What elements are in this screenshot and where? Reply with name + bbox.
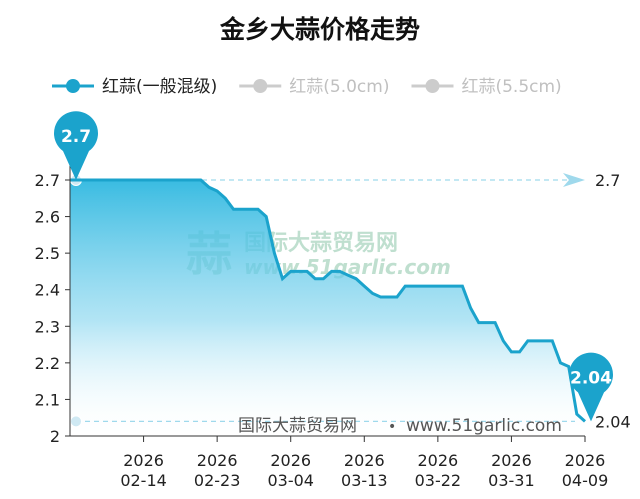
y-tick-label: 2.1 — [35, 390, 60, 409]
footer-site: 国际大蒜贸易网 — [238, 416, 357, 436]
y-tick-label: 2 — [50, 427, 60, 446]
legend: 红蒜(一般混级) 红蒜(5.0cm) 红蒜(5.5cm) — [52, 77, 562, 97]
footer: 国际大蒜贸易网 • www.51garlic.com — [238, 416, 562, 436]
legend-dot — [66, 79, 80, 93]
reference-label: 2.04 — [595, 412, 631, 431]
y-tick-label: 2.5 — [35, 244, 60, 263]
legend-label: 红蒜(5.0cm) — [289, 77, 389, 97]
x-tick-label-year: 2026 — [417, 451, 458, 470]
x-tick-label-date: 02-23 — [194, 471, 241, 490]
x-tick-label-year: 2026 — [123, 451, 164, 470]
max-marker: 2.7 — [54, 111, 98, 180]
legend-label: 红蒜(5.5cm) — [461, 77, 561, 97]
x-tick-label-year: 2026 — [344, 451, 385, 470]
x-tick-label-year: 2026 — [565, 451, 606, 470]
legend-item[interactable]: 红蒜(5.5cm) — [411, 77, 562, 97]
x-tick-label-date: 03-22 — [415, 471, 462, 490]
x-tick-label-date: 02-14 — [120, 471, 167, 490]
footer-separator: • — [388, 419, 396, 435]
reference-arrow — [563, 173, 585, 187]
legend-item[interactable]: 红蒜(5.0cm) — [239, 77, 389, 97]
chart-title: 金乡大蒜价格走势 — [219, 15, 420, 44]
y-tick-label: 2.2 — [35, 354, 60, 373]
x-tick-label-date: 03-31 — [488, 471, 535, 490]
y-tick-label: 2.3 — [35, 317, 60, 336]
marker-label: 2.7 — [61, 127, 91, 147]
axes: 22.12.22.32.42.52.62.7202602-14202602-23… — [35, 160, 609, 490]
reference-label: 2.7 — [595, 171, 620, 190]
x-tick-label-year: 2026 — [270, 451, 311, 470]
area-fill — [70, 180, 585, 436]
marker-pin — [54, 111, 98, 180]
y-tick-label: 2.4 — [35, 281, 60, 300]
legend-item[interactable]: 红蒜(一般混级) — [52, 77, 217, 97]
x-tick-label-date: 03-04 — [267, 471, 314, 490]
marker-label: 2.04 — [570, 368, 612, 388]
legend-dot — [425, 79, 440, 93]
x-tick-label-year: 2026 — [491, 451, 532, 470]
footer-url: www.51garlic.com — [406, 416, 562, 436]
reference-start-dot — [70, 415, 82, 428]
marker-pin — [569, 352, 613, 422]
legend-dot — [253, 79, 268, 93]
x-tick-label-year: 2026 — [197, 451, 238, 470]
markers: 2.7 2.04 — [54, 111, 613, 422]
last-marker: 2.04 — [569, 352, 613, 422]
y-tick-label: 2.7 — [35, 171, 60, 190]
x-tick-label-date: 04-09 — [562, 471, 609, 490]
legend-label: 红蒜(一般混级) — [102, 77, 217, 97]
x-tick-label-date: 03-13 — [341, 471, 388, 490]
series-line — [70, 178, 586, 423]
y-tick-label: 2.6 — [35, 208, 60, 227]
